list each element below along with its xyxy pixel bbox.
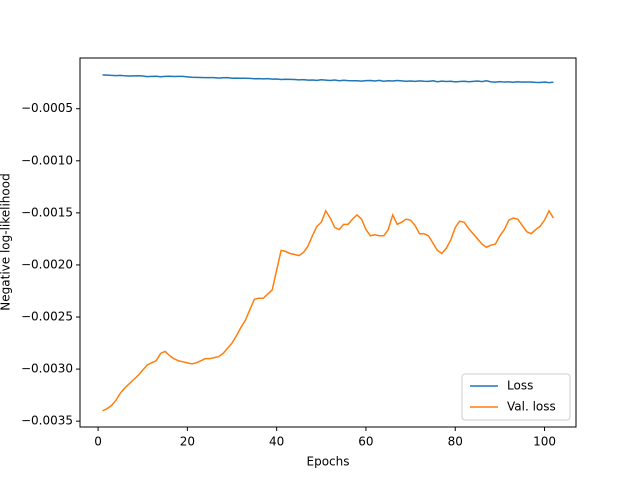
legend: Loss Val. loss: [461, 373, 571, 421]
x-tick-label: 60: [358, 435, 373, 449]
y-tick-label: −0.0015: [21, 205, 73, 219]
line-series: [102, 209, 555, 412]
line-series: [102, 74, 554, 84]
y-tick-label: −0.0035: [21, 414, 73, 428]
legend-label: Val. loss: [507, 400, 556, 414]
y-tick-label: −0.0025: [21, 310, 73, 324]
x-axis-label: Epochs: [307, 455, 350, 469]
y-tick-label: −0.0005: [21, 101, 73, 115]
legend-label: Loss: [507, 379, 533, 393]
x-tick-label: 20: [180, 435, 195, 449]
x-tick-label: 80: [448, 435, 463, 449]
plot-frame: [79, 57, 577, 428]
y-tick-label: −0.0020: [21, 257, 73, 271]
y-tick-label: −0.0010: [21, 153, 73, 167]
x-tick-label: 100: [533, 435, 556, 449]
x-tick-label: 0: [94, 435, 102, 449]
y-axis-label: Negative log-likelihood: [0, 173, 13, 310]
x-tick-label: 40: [269, 435, 284, 449]
y-tick-label: −0.0030: [21, 362, 73, 376]
